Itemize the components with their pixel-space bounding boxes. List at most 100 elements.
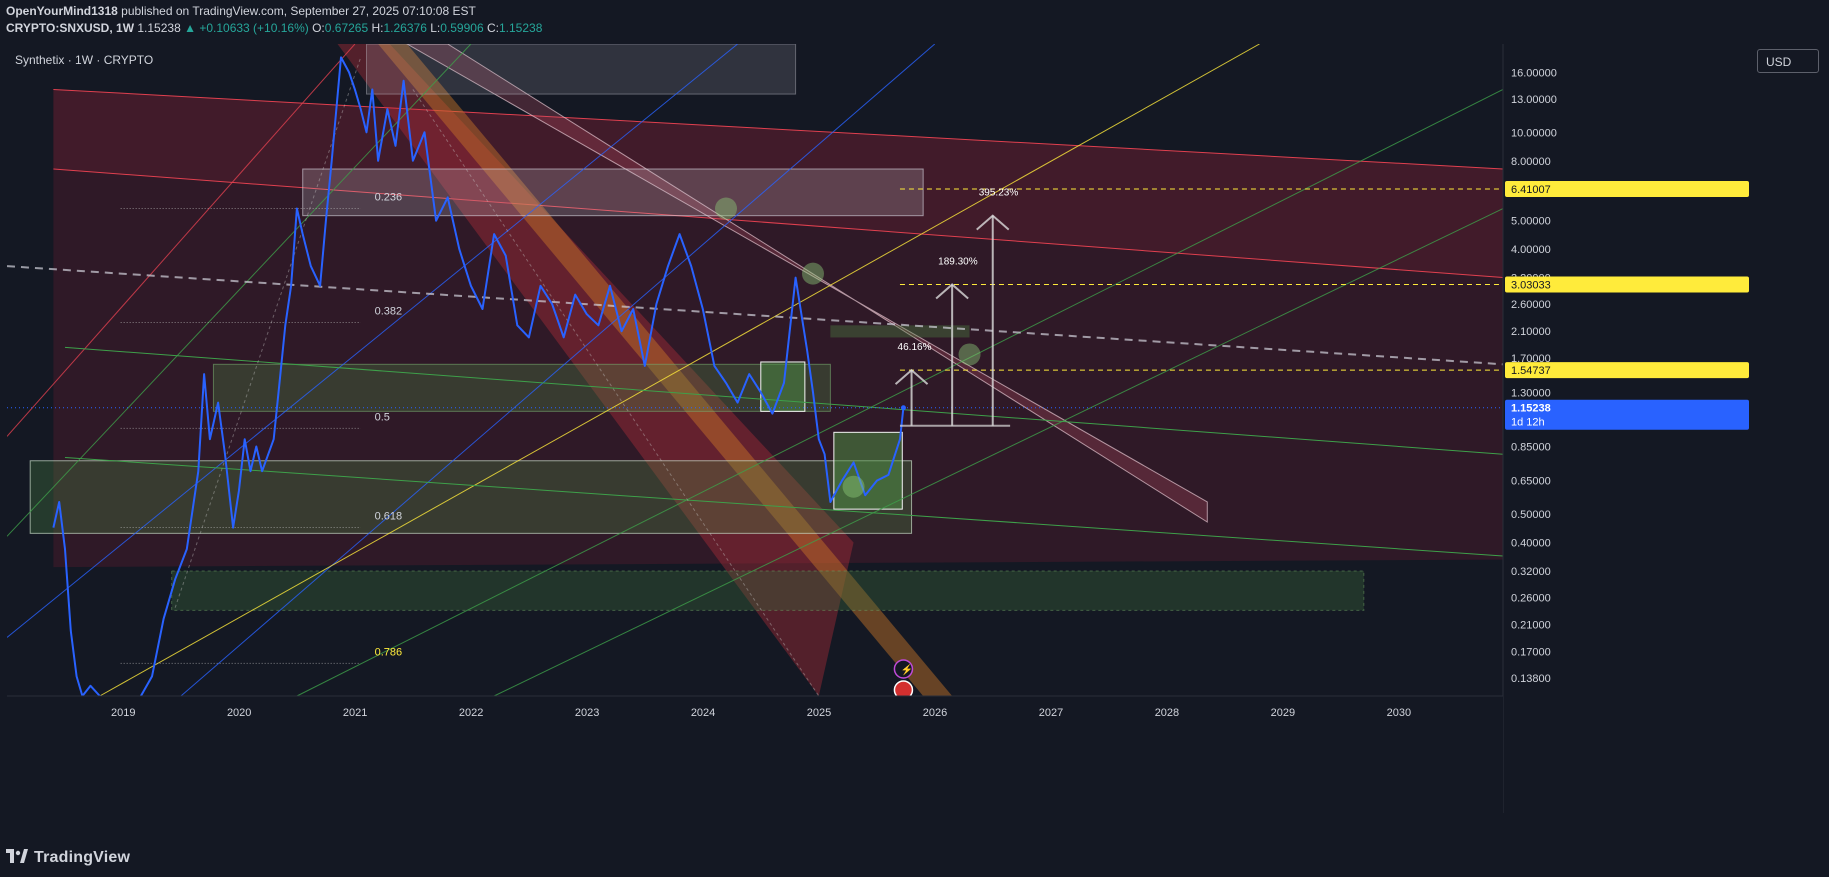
y-tick-label: 1.30000 bbox=[1511, 387, 1551, 399]
x-tick-label: 2019 bbox=[111, 707, 135, 719]
maroon-upper-band bbox=[53, 89, 1504, 278]
x-tick-label: 2025 bbox=[807, 707, 831, 719]
symbol-name[interactable]: CRYPTO:SNXUSD, 1W bbox=[6, 21, 135, 35]
fib-label-0: 0.236 bbox=[375, 192, 403, 204]
y-tick-label: 10.00000 bbox=[1511, 127, 1557, 139]
x-tick-label: 2026 bbox=[923, 707, 947, 719]
y-tick-label: 2.60000 bbox=[1511, 299, 1551, 311]
chart-canvas[interactable]: 0.236 0.382 0.5 0.618 0.786 46.16% 189.30% 395.… bbox=[7, 44, 1753, 813]
x-tick-label: 2028 bbox=[1155, 707, 1179, 719]
last-price-badge bbox=[1505, 399, 1749, 430]
chart-area[interactable]: 0.236 0.382 0.5 0.618 0.786 46.16% 189.30% 395.… bbox=[7, 44, 1753, 813]
currency-button[interactable]: USD bbox=[1757, 49, 1819, 73]
fan-line-0 bbox=[7, 44, 356, 437]
close-value: 1.15238 bbox=[498, 21, 543, 35]
level-axis-label-0: 6.41007 bbox=[1511, 184, 1551, 196]
touch-circle-2 bbox=[958, 343, 981, 366]
countdown-label: 1d 12h bbox=[1511, 417, 1545, 429]
x-tick-label: 2027 bbox=[1039, 707, 1063, 719]
y-tick-label: 8.00000 bbox=[1511, 156, 1551, 168]
x-tick-label: 2022 bbox=[459, 707, 483, 719]
y-tick-label: 4.00000 bbox=[1511, 244, 1551, 256]
level-axis-badge bbox=[1505, 362, 1749, 379]
green-zone-mid bbox=[212, 363, 831, 412]
fan-line-6 bbox=[493, 208, 1504, 697]
y-tick-label: 5.00000 bbox=[1511, 216, 1551, 228]
level-axis-label-1: 3.03033 bbox=[1511, 279, 1551, 291]
x-tick-label: 2021 bbox=[343, 707, 367, 719]
y-tick-label: 0.65000 bbox=[1511, 476, 1551, 488]
last-price-dot bbox=[900, 405, 906, 411]
publish-header: OpenYourMind1318 published on TradingVie… bbox=[6, 4, 476, 18]
high-value: 1.26376 bbox=[383, 21, 427, 35]
touch-circle-1 bbox=[801, 262, 824, 285]
y-tick-label: 0.21000 bbox=[1511, 620, 1551, 632]
y-tick-label: 0.32000 bbox=[1511, 566, 1551, 578]
fan-line-3 bbox=[180, 44, 936, 697]
green-zone-small bbox=[830, 325, 970, 338]
high-label: H: bbox=[371, 21, 384, 35]
median-dashed-line bbox=[7, 265, 1504, 366]
touch-circle-0 bbox=[715, 197, 738, 220]
fan-line-1 bbox=[7, 44, 472, 537]
y-tick-label: 2.10000 bbox=[1511, 326, 1551, 338]
target-arrowhead-0 bbox=[894, 368, 929, 385]
last-price-axis-label: 1.15238 bbox=[1511, 403, 1551, 415]
x-tick-label: 2030 bbox=[1387, 707, 1411, 719]
level-axis-badge bbox=[1505, 181, 1749, 198]
fan-line-2 bbox=[7, 44, 738, 638]
tradingview-brand: TradingView bbox=[34, 849, 131, 866]
chart-symbol-label: Synthetix · 1W · CRYPTO bbox=[15, 53, 154, 67]
target-label-0: 46.16% bbox=[898, 342, 932, 353]
tradingview-logo-icon bbox=[6, 849, 28, 863]
last-price: 1.15238 bbox=[137, 21, 181, 35]
level-axis-label-2: 1.54737 bbox=[1511, 365, 1551, 377]
pink-channel bbox=[406, 44, 1208, 523]
low-label: L: bbox=[430, 21, 441, 35]
tradingview-logo[interactable]: TradingView bbox=[6, 849, 130, 867]
y-tick-label: 0.13800 bbox=[1511, 673, 1551, 685]
fan-line-4 bbox=[99, 44, 1260, 697]
y-tick-label: 13.00000 bbox=[1511, 94, 1557, 106]
grey-zone-top bbox=[366, 44, 797, 95]
target-arrowhead-2 bbox=[976, 214, 1010, 231]
green-falling-line-1 bbox=[64, 346, 1504, 455]
target-label-1: 189.30% bbox=[938, 256, 978, 267]
up-arrow-icon: ▲ bbox=[184, 21, 196, 35]
green-falling-line-2 bbox=[64, 456, 1504, 557]
close-label: C: bbox=[486, 21, 499, 35]
maroon-region bbox=[53, 89, 1504, 568]
fan-line-5 bbox=[296, 89, 1504, 697]
symbol-header: CRYPTO:SNXUSD, 1W 1.15238 ▲ +0.10633 (+1… bbox=[6, 21, 542, 35]
lightning-glyph: ⚡ bbox=[900, 663, 912, 676]
y-tick-label: 0.50000 bbox=[1511, 509, 1551, 521]
publish-info: published on TradingView.com, September … bbox=[121, 4, 476, 18]
grey-zone-0236 bbox=[302, 168, 924, 217]
fib-label-1: 0.382 bbox=[375, 305, 403, 317]
x-tick-label: 2024 bbox=[691, 707, 715, 719]
touch-circle-3 bbox=[842, 475, 865, 498]
price-change: +0.10633 (+10.16%) bbox=[199, 21, 309, 35]
y-tick-label: 0.40000 bbox=[1511, 538, 1551, 550]
open-label: O: bbox=[312, 21, 325, 35]
open-value: 0.67265 bbox=[324, 21, 369, 35]
price-line bbox=[52, 56, 905, 709]
maroon-mid-line bbox=[53, 168, 1504, 279]
maroon-top-line bbox=[53, 88, 1504, 170]
fib-label-2: 0.5 bbox=[375, 411, 390, 423]
projection-line-down bbox=[412, 89, 820, 697]
x-tick-label: 2029 bbox=[1271, 707, 1295, 719]
target-label-2: 395.23% bbox=[979, 188, 1019, 199]
fib-label-4: 0.786 bbox=[375, 646, 403, 658]
green-box-2025 bbox=[833, 431, 903, 510]
green-zone-low bbox=[29, 460, 913, 534]
lightning-icon bbox=[893, 659, 914, 679]
fib-label-3: 0.618 bbox=[375, 511, 403, 523]
y-tick-label: 0.85000 bbox=[1511, 441, 1551, 453]
green-zone-bottom bbox=[171, 570, 1365, 611]
y-tick-label: 16.00000 bbox=[1511, 67, 1557, 79]
y-tick-label: 0.26000 bbox=[1511, 592, 1551, 604]
y-tick-label: 0.17000 bbox=[1511, 647, 1551, 659]
x-tick-label: 2020 bbox=[227, 707, 251, 719]
author-name[interactable]: OpenYourMind1318 bbox=[6, 4, 118, 18]
